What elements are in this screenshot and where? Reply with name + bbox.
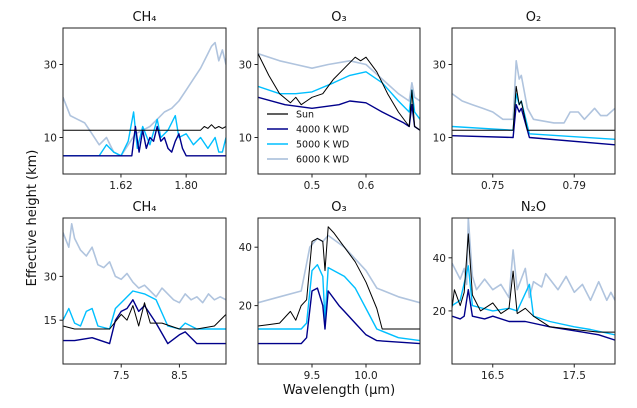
x-axis-label: Wavelength (μm): [283, 383, 395, 398]
y-tick-label: 20: [239, 301, 252, 313]
axes-frame: [257, 217, 421, 365]
series-line-6000-k-wd: [258, 52, 420, 102]
series-group: [452, 218, 615, 341]
series-line-5000-k-wd: [63, 111, 226, 157]
series-group: [452, 59, 615, 146]
x-tick-label: 0.75: [481, 180, 504, 192]
series-line-6000-k-wd: [258, 234, 420, 304]
series-group: [258, 52, 420, 131]
y-tick-label: 10: [239, 133, 252, 145]
series-line-sun: [258, 53, 420, 131]
legend: Sun 4000 K WD 5000 K WD 6000 K WD: [267, 110, 349, 166]
series-line-5000-k-wd: [452, 92, 615, 140]
legend-item: 6000 K WD: [267, 155, 349, 166]
series-line-sun: [63, 302, 226, 330]
series-line-sun: [258, 226, 420, 330]
series-line-sun: [63, 124, 226, 131]
series-line-4000-k-wd: [452, 289, 615, 341]
y-tick-label: 10: [44, 133, 57, 145]
series-line-sun: [452, 233, 615, 333]
series-group: [63, 223, 226, 345]
legend-item: Sun: [267, 110, 314, 121]
panel-title: O₃: [331, 200, 346, 215]
series-line-4000-k-wd: [63, 299, 226, 345]
panel-6: N₂O 16.5 17.5 20 40: [433, 200, 616, 382]
series-line-4000-k-wd: [63, 125, 226, 157]
y-tick-label: 20: [433, 306, 446, 318]
legend-label: Sun: [296, 110, 314, 121]
axes-frame: [451, 217, 616, 365]
y-tick-label: 30: [433, 60, 446, 72]
series-line-6000-k-wd: [63, 41, 226, 157]
panel-title: O₂: [526, 10, 541, 25]
panel-title: CH₄: [132, 10, 156, 25]
legend-label: 4000 K WD: [296, 125, 349, 136]
legend-item: 4000 K WD: [267, 125, 349, 136]
x-tick-label: 7.5: [113, 370, 130, 382]
series-group: [63, 41, 226, 157]
axes-frame: [62, 217, 227, 365]
axes-frame: [62, 27, 227, 175]
series-line-5000-k-wd: [63, 290, 226, 330]
x-tick-label: 0.6: [358, 180, 375, 192]
series-line-4000-k-wd: [258, 287, 420, 345]
y-tick-label: 30: [44, 60, 57, 72]
x-tick-label: 10.0: [354, 370, 377, 382]
panel-3: O₂ 0.75 0.79 10 30: [433, 10, 616, 192]
series-line-5000-k-wd: [258, 264, 420, 342]
axes-frame: [257, 27, 421, 175]
y-tick-label: 30: [44, 271, 57, 283]
x-tick-label: 16.5: [481, 370, 504, 382]
panel-4: CH₄ 7.5 8.5 15 30: [44, 200, 227, 382]
y-tick-label: 15: [44, 315, 57, 327]
y-tick-label: 40: [239, 242, 252, 254]
x-tick-label: 0.79: [563, 180, 586, 192]
panel-title: O₃: [331, 10, 346, 25]
panel-1: CH₄ 1.62 1.80 10 30: [44, 10, 227, 192]
series-line-4000-k-wd: [258, 96, 420, 131]
series-line-6000-k-wd: [452, 59, 615, 124]
panel-title: CH₄: [132, 200, 156, 215]
series-group: [258, 226, 420, 345]
x-tick-label: 1.80: [174, 180, 197, 192]
series-line-6000-k-wd: [63, 223, 226, 304]
y-tick-label: 10: [433, 133, 446, 145]
panel-5: O₃ 9.5 10.0 20 40: [239, 200, 421, 382]
axes-frame: [451, 27, 616, 175]
y-axis-label: Effective height (km): [25, 150, 40, 287]
series-line-6000-k-wd: [452, 218, 615, 302]
legend-label: 5000 K WD: [296, 140, 349, 151]
series-line-4000-k-wd: [452, 103, 615, 146]
x-tick-label: 8.5: [171, 370, 188, 382]
legend-item: 5000 K WD: [267, 140, 349, 151]
y-tick-label: 30: [239, 60, 252, 72]
series-line-sun: [452, 85, 615, 131]
x-tick-label: 17.5: [563, 370, 586, 382]
y-tick-label: 40: [433, 253, 446, 265]
legend-label: 6000 K WD: [296, 155, 349, 166]
x-tick-label: 1.62: [109, 180, 132, 192]
x-tick-label: 0.5: [304, 180, 321, 192]
panel-2: O₃ 0.5 0.6 10 30: [239, 10, 421, 192]
x-tick-label: 9.5: [304, 370, 321, 382]
panel-title: N₂O: [521, 200, 546, 215]
